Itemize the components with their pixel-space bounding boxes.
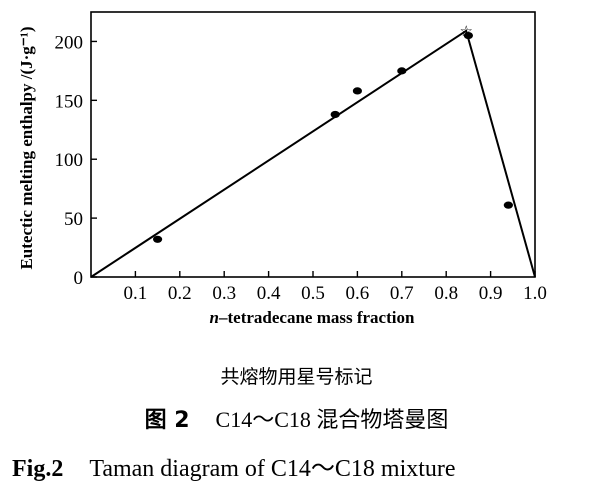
eutectic-star-icon: ☆ [459, 22, 472, 40]
caption-english: Fig.2 Taman diagram of C14～C18 mixture [12, 448, 593, 483]
x-tick-label: 0.9 [479, 283, 503, 304]
x-tick-label: 0.7 [390, 283, 414, 304]
data-point [503, 201, 513, 209]
data-point [153, 235, 163, 243]
x-axis-ticks: 0.1 0.2 0.3 0.4 0.5 0.6 0.7 0.8 0.9 1.0 [124, 271, 547, 304]
y-axis-title: Eutectic melting enthalpy /(J·g⁻¹) [17, 26, 36, 269]
series-lines [90, 29, 536, 278]
x-tick-label: 1.0 [523, 283, 547, 304]
data-point [463, 31, 473, 40]
data-point [397, 67, 407, 75]
eutectic-marker: ☆ [459, 22, 472, 40]
x-axis-title-italic: n [210, 308, 219, 327]
caption-note: 共熔物用星号标记 [220, 366, 373, 388]
x-axis-title-rest: –tetradecane mass fraction [218, 308, 415, 327]
caption-chinese-text: C14～C18 混合物塔曼图 [215, 407, 449, 432]
y-axis-ticks: 0 50 100 150 200 [55, 32, 97, 289]
x-tick-label: 0.1 [124, 283, 148, 304]
series-points [153, 31, 513, 243]
y-tick-label: 100 [55, 150, 84, 171]
data-point [330, 110, 340, 119]
data-point [352, 87, 362, 95]
tammann-chart: 0.1 0.2 0.3 0.4 0.5 0.6 0.7 0.8 0.9 1.0 0 50 100 150… [17, 11, 547, 327]
x-tick-label: 0.3 [212, 283, 236, 304]
x-axis-title: n–tetradecane mass fraction [210, 308, 415, 327]
caption-english-text: Taman diagram of C14～C18 mixture [89, 456, 456, 482]
caption-english-fig-number: Fig.2 [12, 456, 64, 482]
y-tick-label: 200 [55, 32, 84, 53]
x-tick-label: 0.4 [257, 283, 281, 304]
y-tick-label: 50 [64, 209, 83, 230]
x-tick-label: 0.8 [434, 283, 458, 304]
y-tick-label: 150 [55, 91, 84, 112]
series-line [90, 29, 536, 278]
x-tick-label: 0.5 [301, 283, 325, 304]
caption-chinese-fig-number: 图 2 [144, 408, 190, 433]
caption-chinese: 图 2 C14～C18 混合物塔曼图 [0, 402, 593, 434]
y-tick-label: 0 [74, 268, 84, 289]
x-tick-label: 0.6 [346, 283, 370, 304]
x-tick-label: 0.2 [168, 283, 192, 304]
